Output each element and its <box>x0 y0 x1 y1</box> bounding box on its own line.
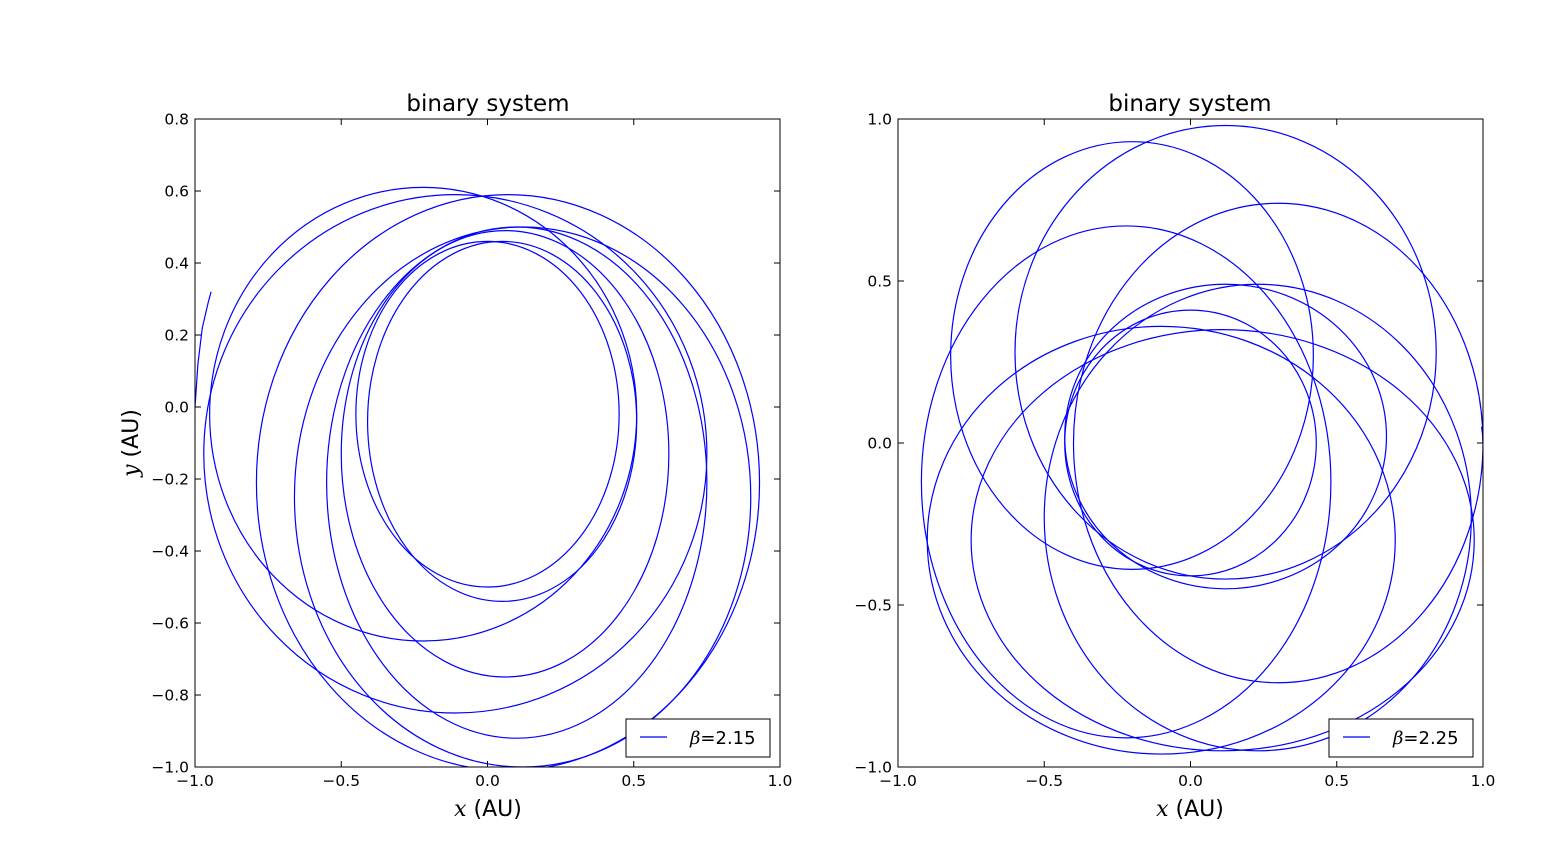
legend-value-right: =2.25 <box>1403 728 1458 749</box>
orbit-tail-left <box>195 291 212 408</box>
y-axis-label-left: y (AU) <box>119 409 144 478</box>
x-tick-label: 0.0 <box>475 772 500 790</box>
orbit-curves-left <box>195 186 761 767</box>
legend-right: β=2.25 <box>1328 718 1474 758</box>
y-tick-label: 0.0 <box>867 435 892 453</box>
x-axis-var-left: x <box>454 797 467 822</box>
x-axis-unit-left: (AU) <box>474 797 522 822</box>
orbit-loop-left-3 <box>340 229 670 678</box>
legend-beta-left: β <box>689 728 700 749</box>
x-tick-label: −1.0 <box>176 772 214 790</box>
y-tick-label: 0.0 <box>164 399 189 417</box>
orbit-loop-right-7 <box>950 141 1314 570</box>
chart-title-left: binary system <box>406 91 569 117</box>
orbit-loop-left-8 <box>209 186 638 642</box>
x-tick-label: 0.0 <box>1178 772 1203 790</box>
x-tick-label: 1.0 <box>768 772 793 790</box>
subplot-right: −1.0 −0.5 0.0 0.5 1.0 −1.0 −0.5 0.0 0.5 1.0 binar… <box>854 91 1495 822</box>
y-tick-label: −0.2 <box>151 471 189 489</box>
x-axis-var-right: x <box>1156 797 1169 822</box>
y-tick-label: −0.5 <box>854 597 892 615</box>
x-axis-label-right: x (AU) <box>1156 797 1224 822</box>
orbit-loop-right-6 <box>920 225 1332 739</box>
y-tick-label: 0.6 <box>164 183 189 201</box>
legend-value-left: =2.15 <box>700 728 755 749</box>
legend-beta-right: β <box>1392 728 1403 749</box>
y-axis-var-left: y <box>119 464 144 478</box>
orbit-loop-left-7 <box>203 193 708 714</box>
y-tick-label: 1.0 <box>867 111 892 129</box>
legend-label-right: β=2.25 <box>1392 728 1459 749</box>
tick-marks-left <box>194 118 781 768</box>
x-tick-label: −0.5 <box>322 772 360 790</box>
tick-labels-left: −1.0 −0.5 0.0 0.5 1.0 −1.0 −0.8 −0.6 −0.4 −0.2 0.0… <box>151 111 792 791</box>
orbit-loop-right-9 <box>1072 202 1483 684</box>
y-axis-unit-left: (AU) <box>119 409 144 457</box>
x-tick-label: 1.0 <box>1471 772 1496 790</box>
orbit-loop-right-8 <box>1014 124 1437 580</box>
orbit-curves-right <box>920 124 1483 755</box>
orbit-loop-right-4 <box>970 329 1475 752</box>
x-tick-label: 0.5 <box>621 772 646 790</box>
legend-left: β=2.15 <box>625 718 771 758</box>
orbit-loop-left-6 <box>255 194 761 767</box>
x-tick-label: −1.0 <box>879 772 917 790</box>
orbit-loop-right-3 <box>1043 283 1472 752</box>
orbit-loop-left-5 <box>293 226 752 767</box>
legend-box-left <box>625 718 771 758</box>
legend-label-left: β=2.15 <box>689 728 756 749</box>
orbit-loop-right-2 <box>1064 283 1388 590</box>
y-tick-label: −1.0 <box>151 759 189 777</box>
orbit-loop-left-1 <box>355 240 620 588</box>
y-tick-label: −1.0 <box>854 759 892 777</box>
y-tick-label: 0.8 <box>164 111 189 129</box>
tick-labels-right: −1.0 −0.5 0.0 0.5 1.0 −1.0 −0.5 0.0 0.5 1.0 <box>854 111 1495 791</box>
x-axis-unit-right: (AU) <box>1176 797 1224 822</box>
y-tick-label: 0.5 <box>867 273 892 291</box>
tick-marks-right <box>897 118 1484 768</box>
x-tick-label: −0.5 <box>1025 772 1063 790</box>
y-tick-label: −0.4 <box>151 543 189 561</box>
y-tick-label: 0.2 <box>164 327 189 345</box>
y-tick-label: −0.6 <box>151 615 189 633</box>
subplot-left: −1.0 −0.5 0.0 0.5 1.0 −1.0 −0.8 −0.6 −0.4 −0.2 0.0… <box>119 91 792 822</box>
y-tick-label: −0.8 <box>151 687 189 705</box>
y-tick-label: 0.4 <box>164 255 189 273</box>
chart-title-right: binary system <box>1108 91 1271 117</box>
x-tick-label: 0.5 <box>1324 772 1349 790</box>
x-axis-label-left: x (AU) <box>454 797 522 822</box>
legend-box-right <box>1328 718 1474 758</box>
